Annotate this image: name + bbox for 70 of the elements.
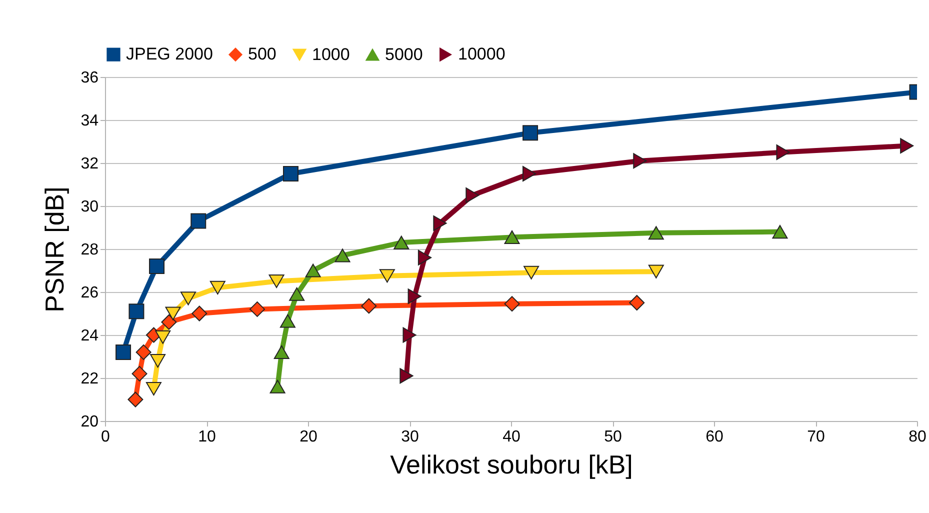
y-tick-label: 32 xyxy=(80,156,99,172)
legend-label: 10000 xyxy=(458,44,506,64)
point xyxy=(190,213,206,229)
x-tick-label: 40 xyxy=(502,428,520,446)
x-tick-label: 0 xyxy=(101,428,110,446)
point xyxy=(648,264,664,278)
y-tick-label: 22 xyxy=(80,370,99,388)
point xyxy=(648,226,664,240)
point xyxy=(192,306,208,322)
point xyxy=(394,236,410,250)
point xyxy=(305,264,321,278)
y-tick-label: 24 xyxy=(80,328,99,344)
y-tick-label: 28 xyxy=(80,242,99,258)
y-axis-title: PSNR [dB] xyxy=(40,186,70,312)
legend-label: 500 xyxy=(248,44,276,64)
x-tick-label: 80 xyxy=(908,428,926,446)
x-axis-title: Velikost souboru [kB] xyxy=(390,450,633,480)
point xyxy=(132,366,148,382)
point xyxy=(379,269,395,283)
point xyxy=(433,215,447,231)
point xyxy=(146,382,162,396)
point xyxy=(522,166,536,182)
point xyxy=(289,287,305,301)
point xyxy=(466,188,480,203)
point xyxy=(504,230,520,244)
x-tick-label: 50 xyxy=(604,428,622,446)
point xyxy=(772,225,788,239)
legend-label: 1000 xyxy=(312,44,350,64)
x-tick-label: 60 xyxy=(706,428,724,446)
y-tick-label: 20 xyxy=(80,414,99,430)
point xyxy=(776,144,790,160)
point xyxy=(210,280,226,294)
y-tick-label: 30 xyxy=(80,198,99,216)
point xyxy=(250,301,265,317)
legend-label: 5000 xyxy=(385,44,423,64)
point xyxy=(150,354,166,368)
point xyxy=(504,296,520,312)
point xyxy=(116,344,132,360)
point xyxy=(165,306,181,320)
point xyxy=(274,345,290,359)
point xyxy=(283,166,298,182)
point xyxy=(400,368,414,384)
point xyxy=(149,258,165,274)
point xyxy=(268,274,284,288)
point xyxy=(334,248,350,262)
point xyxy=(128,392,144,408)
point xyxy=(270,380,286,394)
x-tick-label: 30 xyxy=(401,428,419,446)
point xyxy=(408,288,422,304)
point xyxy=(361,298,377,314)
point xyxy=(155,330,171,344)
x-tick-label: 70 xyxy=(807,428,825,446)
x-tick-label: 20 xyxy=(300,428,318,446)
y-tick-label: 26 xyxy=(80,284,99,302)
point xyxy=(629,295,645,310)
point xyxy=(161,314,177,330)
point xyxy=(128,304,144,320)
y-tick-label: 36 xyxy=(80,70,99,86)
point xyxy=(633,153,647,169)
point xyxy=(402,327,416,343)
point xyxy=(136,344,152,360)
point xyxy=(524,266,540,280)
point xyxy=(180,292,196,306)
point xyxy=(418,250,432,266)
point xyxy=(522,125,538,141)
legend-label: JPEG 2000 xyxy=(126,44,213,64)
point xyxy=(280,314,296,328)
point xyxy=(900,138,914,154)
y-tick-label: 34 xyxy=(80,112,99,130)
x-tick-label: 10 xyxy=(198,428,216,446)
